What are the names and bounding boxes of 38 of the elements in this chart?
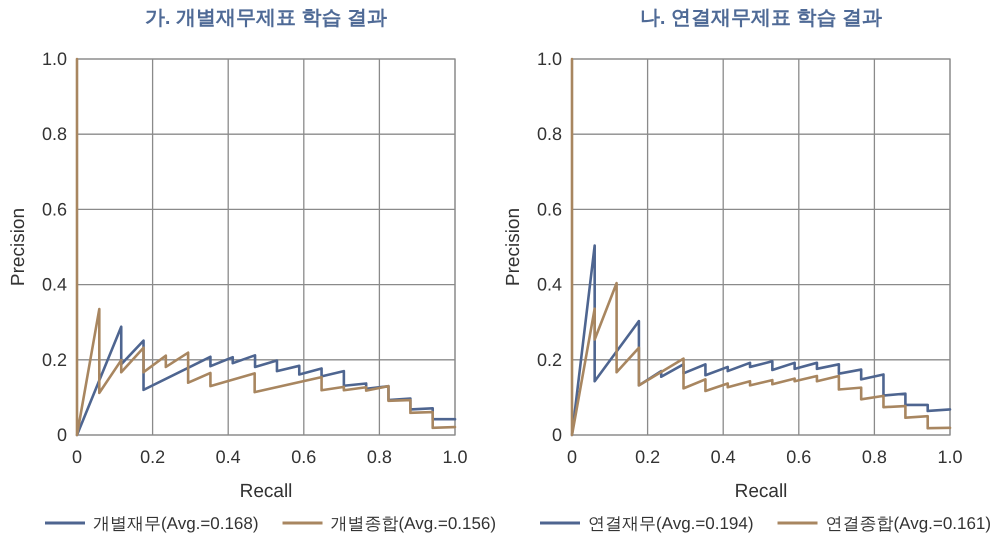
title: 나. 연결재무제표 학습 결과 — [640, 7, 882, 29]
legend-item: 개별재무(Avg.=0.168) — [45, 514, 259, 533]
ylabel: Precision — [8, 208, 29, 286]
xtick: 0.4 — [710, 447, 736, 467]
legend-label: 개별재무(Avg.=0.168) — [93, 514, 259, 533]
ytick: 0.8 — [536, 124, 562, 144]
xtick: 0 — [567, 447, 577, 467]
ylabel: Precision — [503, 208, 524, 286]
ytick: 0.4 — [536, 274, 562, 295]
ytick: 1.0 — [42, 49, 67, 69]
ytick: 1.0 — [536, 49, 562, 69]
xtick: 0.2 — [635, 447, 660, 467]
ytick: 0 — [56, 425, 67, 445]
ytick: 0.8 — [42, 124, 67, 144]
ytick: 0 — [552, 425, 562, 445]
xtick: 1.0 — [937, 447, 963, 467]
legend-item: 개별종합(Avg.=0.156) — [282, 514, 496, 533]
legend-label: 연결재무(Avg.=0.194) — [588, 514, 754, 533]
xtick: 0.8 — [862, 447, 887, 467]
xtick: 1.0 — [442, 447, 468, 467]
legend-item: 연결재무(Avg.=0.194) — [540, 514, 754, 533]
xtick: 0.6 — [786, 447, 812, 467]
ytick: 0.4 — [42, 274, 67, 295]
xtick: 0.2 — [140, 447, 166, 467]
xtick: 0.6 — [291, 447, 316, 467]
legend-label: 개별종합(Avg.=0.156) — [330, 514, 496, 533]
title: 가. 개별재무제표 학습 결과 — [144, 7, 388, 29]
ytick: 0.2 — [42, 350, 67, 370]
xtick: 0.8 — [366, 447, 392, 467]
xtick: 0.4 — [216, 447, 241, 467]
xtick: 0 — [72, 447, 82, 467]
ytick: 0.6 — [536, 199, 562, 220]
ytick: 0.6 — [42, 199, 67, 220]
ytick: 0.2 — [536, 350, 562, 370]
xlabel: Recall — [240, 481, 292, 502]
legend-item: 연결종합(Avg.=0.161) — [778, 514, 990, 533]
legend-label: 연결종합(Avg.=0.161) — [826, 514, 990, 533]
xlabel: Recall — [734, 481, 788, 502]
